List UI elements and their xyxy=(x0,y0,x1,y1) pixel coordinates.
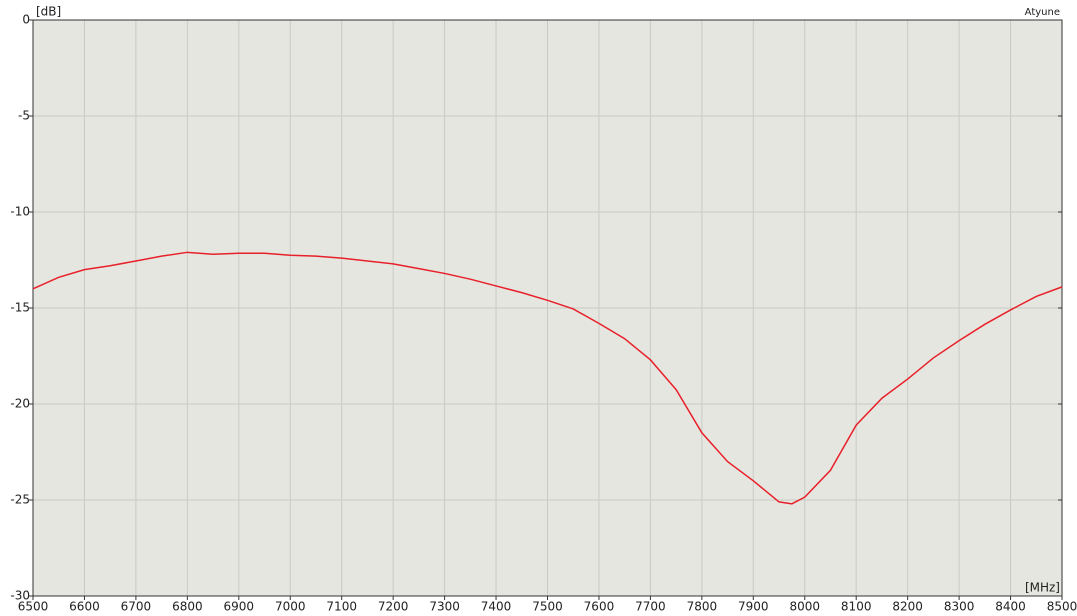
y-tick-label: -30 xyxy=(10,589,30,603)
x-tick-label: 6900 xyxy=(224,600,255,614)
x-tick-label: 7100 xyxy=(326,600,357,614)
x-tick-label: 7300 xyxy=(429,600,460,614)
legend-entry: Atyune xyxy=(1025,7,1060,18)
x-tick-label: 7500 xyxy=(532,600,563,614)
x-tick-label: 8400 xyxy=(995,600,1026,614)
y-tick-label: 0 xyxy=(22,13,30,27)
x-tick-label: 7800 xyxy=(687,600,718,614)
x-tick-label: 7200 xyxy=(378,600,409,614)
x-tick-label: 6600 xyxy=(69,600,100,614)
x-tick-label: 7400 xyxy=(481,600,512,614)
y-tick-label: -15 xyxy=(10,301,30,315)
x-tick-label: 8300 xyxy=(944,600,975,614)
x-axis-label: [MHz] xyxy=(1025,581,1060,595)
x-tick-label: 8200 xyxy=(892,600,923,614)
y-tick-label: -10 xyxy=(10,205,30,219)
y-axis-label: [dB] xyxy=(36,5,61,19)
x-tick-label: 8000 xyxy=(789,600,820,614)
x-tick-label: 8500 xyxy=(1047,600,1077,614)
x-tick-label: 7900 xyxy=(738,600,769,614)
y-tick-label: -25 xyxy=(10,493,30,507)
x-tick-label: 7000 xyxy=(275,600,306,614)
x-tick-label: 6800 xyxy=(172,600,203,614)
plot-border xyxy=(32,19,1063,597)
x-tick-label: 6500 xyxy=(18,600,49,614)
x-tick-label: 8100 xyxy=(841,600,872,614)
x-tick-label: 7700 xyxy=(635,600,666,614)
line-series xyxy=(32,251,1063,505)
y-tick-label: -20 xyxy=(10,397,30,411)
y-tick-label: -5 xyxy=(18,109,30,123)
x-tick-label: 7600 xyxy=(584,600,615,614)
x-tick-label: 6700 xyxy=(121,600,152,614)
